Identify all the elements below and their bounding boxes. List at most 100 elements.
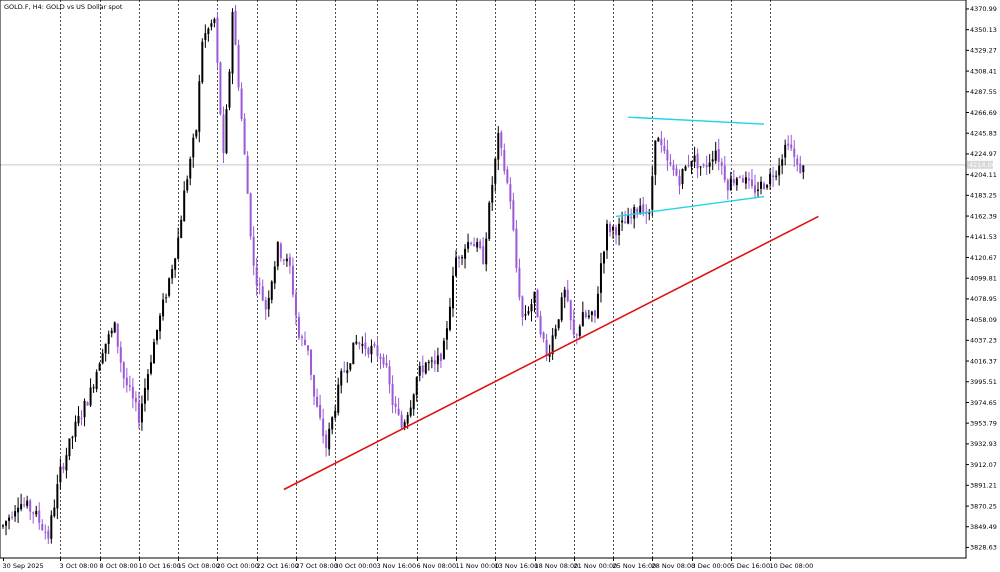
candle-body-bull <box>77 415 80 424</box>
candle-body-bull <box>74 421 77 437</box>
candle-body-bull <box>497 133 500 160</box>
candle-body-bull <box>690 160 693 167</box>
candle-body-bull <box>146 374 149 390</box>
candle-body-bull <box>476 242 479 248</box>
candle-body-bull <box>56 484 59 509</box>
candle-body-bear <box>261 286 264 301</box>
candle-body-bull <box>225 109 228 154</box>
candle-body-bear <box>458 256 461 259</box>
candle-body-bear <box>666 149 669 161</box>
y-tick-label: 3932.93 <box>970 440 997 448</box>
candle-body-bear <box>397 408 400 415</box>
candle-body-bear <box>38 510 41 523</box>
candle-body-bull <box>183 190 186 222</box>
y-tick-label: 4245.83 <box>970 130 997 138</box>
candle-body-bear <box>122 362 125 379</box>
candle-body-bear <box>539 316 542 335</box>
candle-body-bear <box>32 512 35 514</box>
candle-body-bull <box>757 189 759 191</box>
channel-upper-line[interactable] <box>628 116 765 125</box>
candle-body-bear <box>747 178 750 181</box>
candle-body-bull <box>186 179 189 191</box>
y-tick-label: 4099.81 <box>970 274 997 282</box>
candle-body-bull <box>285 258 288 262</box>
candle-body-bear <box>367 348 370 355</box>
candle-body-bear <box>325 434 328 448</box>
candle-body-bear <box>243 118 246 155</box>
candle-body-bull <box>530 304 533 312</box>
candle-body-bull <box>708 162 711 167</box>
candle-body-bull <box>92 387 95 389</box>
candle-body-bull <box>554 328 557 337</box>
candle-body-bear <box>763 183 766 190</box>
candle-body-bull <box>802 165 805 173</box>
candle-body-bear <box>307 345 310 351</box>
candle-body-bull <box>370 345 373 355</box>
candle-body-bear <box>687 165 690 167</box>
candle-body-bull <box>143 388 146 404</box>
x-tick-label: 30 Oct 00:00 <box>335 562 377 570</box>
y-tick-label: 4162.39 <box>970 212 997 220</box>
candle-body-bear <box>216 17 219 63</box>
candle-body-bull <box>20 504 23 510</box>
candle-body-bear <box>310 349 313 375</box>
candle-body-bull <box>424 362 427 374</box>
candle-body-bull <box>71 436 74 439</box>
candle-body-bear <box>741 178 744 183</box>
candle-body-bull <box>65 455 68 471</box>
candle-body-bear <box>291 265 294 295</box>
chart-title: GOLD.F, H4: GOLD vs US Dollar spot <box>4 3 123 11</box>
candle-body-bull <box>104 343 107 354</box>
candle-body-bull <box>409 407 412 416</box>
candle-body-bull <box>355 341 358 344</box>
candle-body-bear <box>518 267 521 298</box>
candle-body-bear <box>439 353 442 362</box>
candle-body-bull <box>334 410 337 418</box>
candle-body-bull <box>711 159 714 162</box>
candle-body-bull <box>744 177 747 184</box>
candle-body-bull <box>113 322 116 333</box>
x-tick-label: 6 Nov 08:00 <box>417 562 457 570</box>
candle-body-bull <box>587 315 590 318</box>
candle-body-bear <box>572 319 575 335</box>
y-tick-label: 4037.23 <box>970 337 997 345</box>
candle-body-bear <box>288 257 291 266</box>
candle-body-bull <box>627 214 630 224</box>
candle-body-bear <box>536 289 539 318</box>
support-trendline[interactable] <box>283 215 819 491</box>
y-tick-label: 4350.13 <box>970 26 997 34</box>
candle-body-bear <box>125 377 128 386</box>
y-tick-label: 4308.41 <box>970 67 997 75</box>
candle-body-bull <box>430 360 433 362</box>
candle-body-bull <box>168 278 171 296</box>
candle-body-bear <box>717 148 720 162</box>
candle-body-bull <box>578 326 581 336</box>
candle-body-bull <box>98 363 101 371</box>
candle-body-bull <box>442 340 445 360</box>
candle-body-bear <box>316 396 319 407</box>
candle-body-bull <box>35 510 38 515</box>
y-tick-label: 3849.49 <box>970 523 997 531</box>
candle-body-bull <box>760 181 763 189</box>
candle-body-bull <box>590 311 593 315</box>
candle-body-bear <box>234 10 237 45</box>
candle-body-bear <box>630 216 633 218</box>
channel-lower-line[interactable] <box>615 195 765 218</box>
candle-body-bear <box>584 312 587 318</box>
y-tick-label: 4078.95 <box>970 295 997 303</box>
candle-body-bear <box>696 153 699 169</box>
candle-body-bull <box>775 175 778 177</box>
candle-body-bear <box>80 417 83 419</box>
candle-body-bear <box>753 185 756 193</box>
candle-body-bear <box>738 176 741 178</box>
candle-body-bull <box>165 297 168 299</box>
candle-body-bear <box>279 243 282 259</box>
x-tick-label: 11 Nov 00:00 <box>456 562 500 570</box>
candle-body-bull <box>599 263 602 293</box>
candle-body-bull <box>639 205 642 215</box>
candle-body-bull <box>201 41 204 83</box>
x-tick-label: 18 Nov 08:00 <box>535 562 579 570</box>
